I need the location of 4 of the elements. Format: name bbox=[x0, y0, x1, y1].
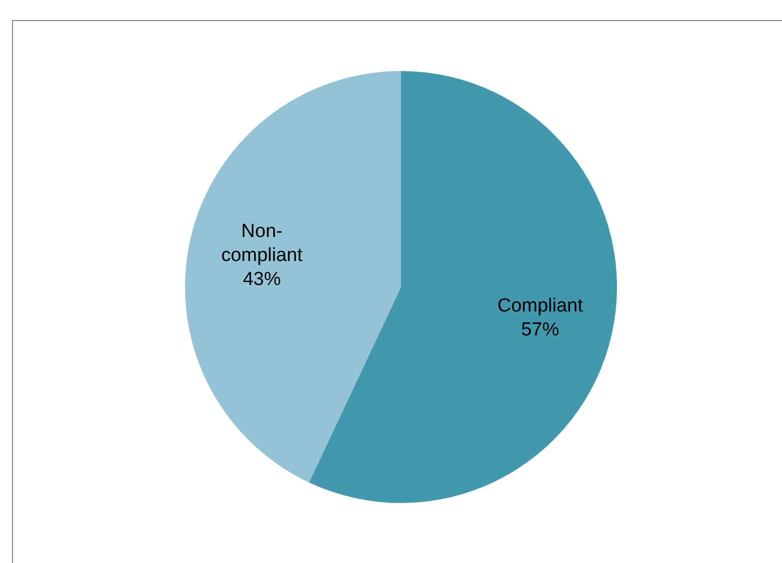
slice-label: Compliant bbox=[497, 295, 584, 316]
data-label: 43% bbox=[242, 269, 281, 290]
data-label: 57% bbox=[521, 319, 560, 340]
slice-label: Non-compliant bbox=[221, 221, 304, 266]
